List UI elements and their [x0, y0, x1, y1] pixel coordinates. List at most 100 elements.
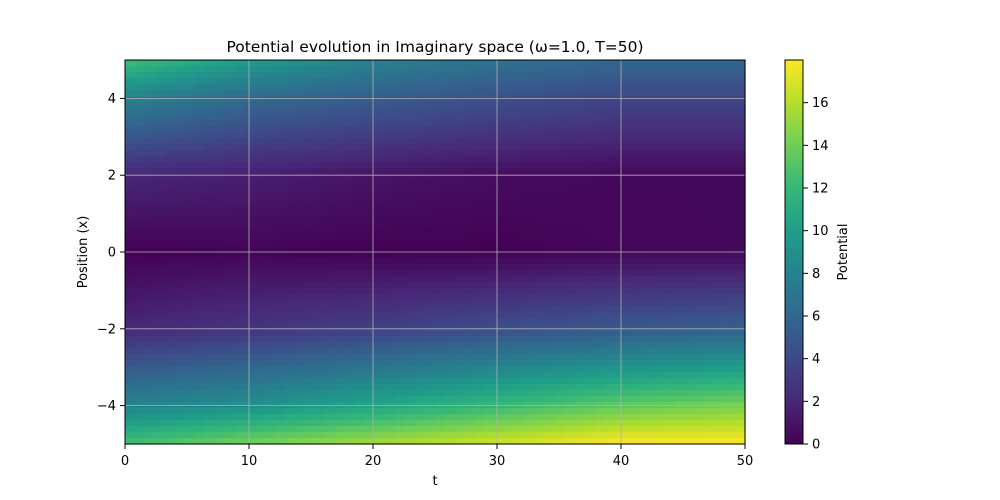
heatmap-cell [505, 228, 516, 235]
heatmap-cell [725, 60, 736, 67]
heatmap-cell [275, 210, 286, 217]
heatmap-cell [485, 414, 496, 421]
heatmap-cell [475, 390, 486, 397]
x-axis-label: t [432, 474, 437, 489]
heatmap-cell [165, 96, 176, 103]
heatmap-cell [495, 366, 506, 373]
heatmap-cell [375, 294, 386, 301]
heatmap-cell [285, 282, 296, 289]
heatmap-cell [475, 78, 486, 85]
y-tick-label: 2 [108, 169, 116, 184]
heatmap-cell [165, 438, 176, 445]
heatmap-cell [375, 132, 386, 139]
heatmap-cell [675, 180, 686, 187]
heatmap-cell [295, 204, 306, 211]
heatmap-cell [355, 312, 366, 319]
heatmap-cell [495, 114, 506, 121]
heatmap-cell [155, 426, 166, 433]
heatmap-cell [295, 66, 306, 73]
heatmap-cell [265, 384, 276, 391]
heatmap-cell [705, 384, 716, 391]
heatmap-cell [565, 252, 576, 259]
heatmap-cell [415, 216, 426, 223]
heatmap-cell [725, 114, 736, 121]
heatmap-cell [495, 234, 506, 241]
heatmap-cell [155, 90, 166, 97]
heatmap-cell [395, 294, 406, 301]
heatmap-cell [695, 366, 706, 373]
heatmap-cell [555, 192, 566, 199]
heatmap-cell [415, 432, 426, 439]
heatmap-cell [385, 288, 396, 295]
heatmap-cell [235, 240, 246, 247]
heatmap-cell [715, 408, 726, 415]
heatmap-cell [485, 204, 496, 211]
heatmap-cell [425, 264, 436, 271]
heatmap-cell [585, 222, 596, 229]
heatmap-cell [495, 102, 506, 109]
heatmap-cell [385, 354, 396, 361]
heatmap-cell [435, 222, 446, 229]
heatmap-cell [735, 192, 746, 199]
heatmap-cell [385, 300, 396, 307]
heatmap-cell [565, 354, 576, 361]
heatmap-cell [145, 300, 156, 307]
heatmap-cell [675, 120, 686, 127]
heatmap-cell [515, 252, 526, 259]
heatmap-cell [265, 306, 276, 313]
heatmap-cell [135, 432, 146, 439]
heatmap-cell [675, 396, 686, 403]
heatmap-cell [345, 318, 356, 325]
heatmap-cell [425, 414, 436, 421]
heatmap-cell [525, 414, 536, 421]
heatmap-cell [735, 168, 746, 175]
heatmap-cell [485, 312, 496, 319]
heatmap-cell [335, 390, 346, 397]
heatmap-cell [145, 174, 156, 181]
heatmap-cell [655, 66, 666, 73]
heatmap-cell [625, 90, 636, 97]
heatmap-cell [625, 426, 636, 433]
heatmap-cell [405, 282, 416, 289]
heatmap-cell [365, 126, 376, 133]
heatmap-cell [635, 258, 646, 265]
heatmap-cell [305, 366, 316, 373]
heatmap-cell [405, 204, 416, 211]
heatmap-cell [625, 66, 636, 73]
heatmap-cell [275, 378, 286, 385]
heatmap-cell [235, 372, 246, 379]
heatmap-cell [145, 408, 156, 415]
heatmap-cell [695, 90, 706, 97]
heatmap-cell [285, 378, 296, 385]
heatmap-cell [675, 288, 686, 295]
heatmap-cell [725, 360, 736, 367]
heatmap-cell [735, 312, 746, 319]
heatmap-cell [315, 408, 326, 415]
heatmap-cell [675, 192, 686, 199]
heatmap-cell [335, 216, 346, 223]
heatmap-cell [485, 282, 496, 289]
heatmap-cell [165, 378, 176, 385]
heatmap-cell [285, 126, 296, 133]
heatmap-cell [345, 438, 356, 445]
heatmap-cell [405, 162, 416, 169]
heatmap-cell [685, 102, 696, 109]
heatmap-cell [135, 414, 146, 421]
heatmap-cell [145, 72, 156, 79]
heatmap-cell [535, 168, 546, 175]
heatmap-cell [505, 156, 516, 163]
heatmap-cell [725, 390, 736, 397]
heatmap-cell [305, 210, 316, 217]
heatmap-cell [245, 102, 256, 109]
heatmap-cell [555, 174, 566, 181]
heatmap-cell [645, 354, 656, 361]
heatmap-cell [365, 246, 376, 253]
heatmap-cell [385, 228, 396, 235]
heatmap-cell [175, 384, 186, 391]
heatmap-cell [435, 360, 446, 367]
heatmap-cell [705, 426, 716, 433]
heatmap-cell [665, 192, 676, 199]
heatmap-cell [315, 222, 326, 229]
heatmap-cell [395, 216, 406, 223]
heatmap-cell [605, 144, 616, 151]
